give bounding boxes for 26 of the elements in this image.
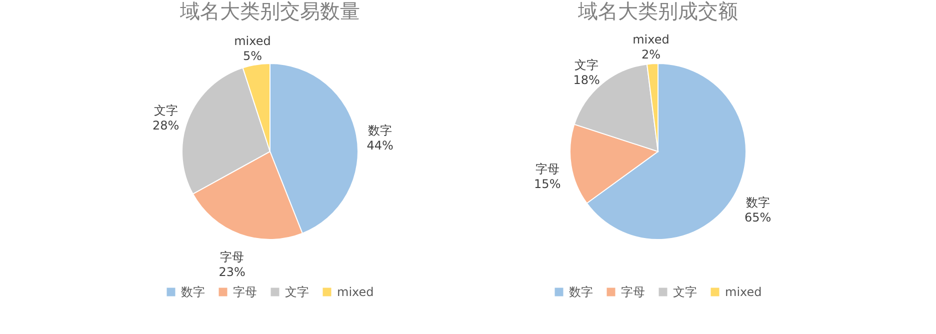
slice-label: 数字 <box>368 124 392 138</box>
chart-title: 域名大类别成交额 <box>577 0 738 23</box>
legend-label: 字母 <box>233 285 257 299</box>
data-label: 65% <box>744 210 772 224</box>
data-label: 44% <box>366 138 394 153</box>
legend-label: mixed <box>725 285 762 299</box>
data-label: 5% <box>242 48 262 63</box>
slice-label: mixed <box>234 34 271 48</box>
slice-label: 字母 <box>220 250 244 264</box>
data-label: 28% <box>152 118 180 132</box>
legend-label: 数字 <box>181 285 205 299</box>
slice-label: mixed <box>632 32 670 47</box>
legend-label: 文字 <box>285 285 309 299</box>
slice-label: 数字 <box>746 195 770 210</box>
legend-label: 数字 <box>569 285 593 299</box>
legend-label: 文字 <box>673 285 697 299</box>
data-label: 2% <box>641 48 660 62</box>
legend-label: 字母 <box>621 285 645 299</box>
data-label: 18% <box>573 73 600 88</box>
chart-title: 域名大类别交易数量 <box>179 0 360 23</box>
slice-label: 文字 <box>574 58 599 72</box>
slice-label: 字母 <box>535 162 560 176</box>
slice-label: 文字 <box>154 103 178 118</box>
data-label: 15% <box>534 177 561 192</box>
data-label: 23% <box>218 264 246 279</box>
legend-label: mixed <box>337 285 374 299</box>
